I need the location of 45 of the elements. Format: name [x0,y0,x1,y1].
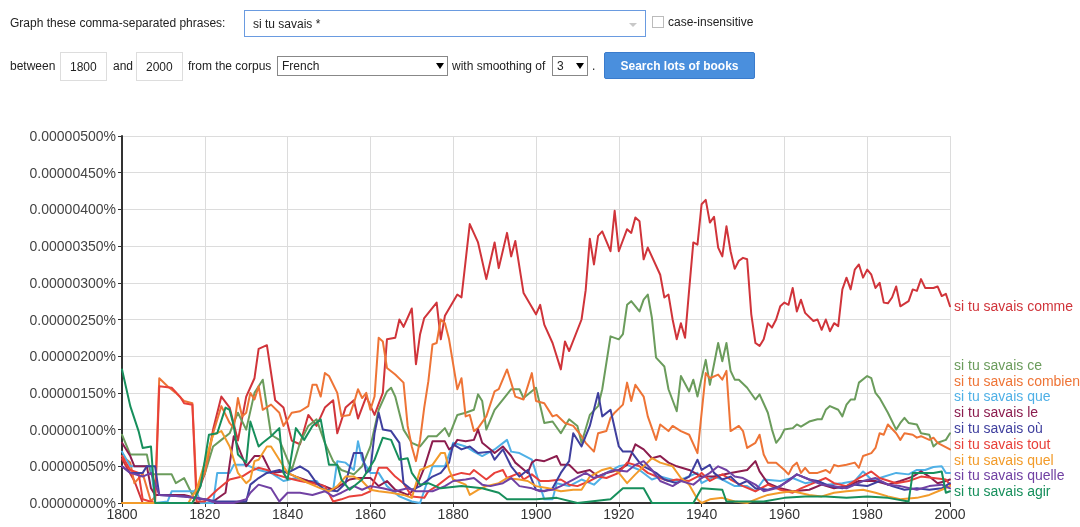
y-tick-label: 0.00000500% [29,128,116,144]
text: case-insensitive [668,15,754,29]
text: between [10,59,56,73]
text: 2000 [146,60,173,74]
text: from the corpus [188,59,272,73]
x-tick-label: 1900 [520,506,552,522]
x-tick-label: 1920 [603,506,635,522]
text: Search lots of books [619,59,740,73]
y-tick-label: 0.00000250% [29,311,116,328]
y-tick-label: 0.00000200% [29,348,116,365]
series-label: si tu savais comme [954,298,1074,315]
y-tick-label: 0.00000100% [29,421,116,438]
line-series [121,293,951,496]
text: si tu savais * [253,17,321,31]
text: si tu savais que [954,388,1051,405]
series-label: si tu savais quelle [954,467,1065,484]
text: 1800 [70,60,97,74]
x-tick-label: 1820 [189,506,221,522]
x-tick-label: 1860 [354,506,387,522]
x-tick-label: 1980 [851,506,883,522]
text: si tu savais où [954,420,1043,437]
y-tick-label: 0.00000350% [29,238,116,255]
text: si tu savais ce [954,356,1043,373]
y-tick-label: 0.00000450% [29,164,116,181]
x-tick-label: 2000 [934,506,966,522]
text: and [113,59,134,73]
y-tick-label: 0.00000300% [29,274,116,291]
y-tick-label: 0.00000050% [29,458,116,475]
text: 3 [557,59,564,73]
series-label: si tu savais agir [954,483,1051,500]
x-tick-label: 1880 [437,506,469,522]
x-tick-label: 1960 [768,506,801,522]
y-tick-label: 0.00000400% [29,201,116,218]
text: si tu savais le [954,404,1039,421]
text: Graph these comma-separated phrases: [10,16,226,30]
text: si tu savais combien [954,372,1080,389]
series-label: si tu savais quel [954,451,1054,468]
text: . [592,59,596,73]
text: with smoothing of [452,59,546,73]
x-tick-label: 1940 [686,506,718,522]
y-tick-label: 0.00000000% [29,495,116,511]
text: si tu savais tout [954,435,1051,452]
x-tick-label: 1840 [272,506,304,522]
text: French [282,59,320,73]
y-tick-label: 0.00000150% [29,384,116,401]
